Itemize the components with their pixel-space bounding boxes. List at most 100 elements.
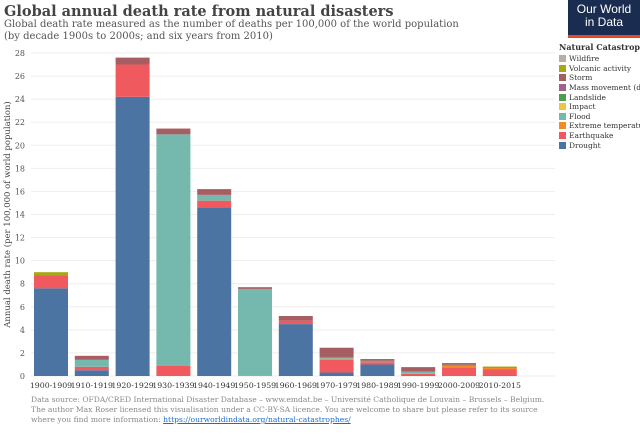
y-tick-label: 10 bbox=[15, 257, 25, 266]
bar-segment-earthquake[interactable] bbox=[482, 369, 517, 376]
bar-segment-drought[interactable] bbox=[401, 375, 436, 377]
bar-segment-landslide[interactable] bbox=[482, 367, 517, 368]
legend-label: Volcanic activity bbox=[569, 63, 632, 73]
bar-segment-storm[interactable] bbox=[401, 367, 436, 372]
legend-label: Mass movement (dry) bbox=[569, 83, 640, 93]
bar-segment-storm[interactable] bbox=[74, 355, 109, 360]
bar-segment-earthquake[interactable] bbox=[156, 365, 191, 376]
bar-segment-flood[interactable] bbox=[238, 288, 272, 376]
bar-segment-drought[interactable] bbox=[34, 288, 68, 376]
legend-item[interactable]: Flood bbox=[559, 112, 640, 122]
bar-segment-volcanic-activity[interactable] bbox=[482, 366, 517, 368]
y-tick-label: 14 bbox=[15, 211, 25, 220]
bar-segment-flood[interactable] bbox=[319, 357, 354, 359]
x-tick-label: 1990-1999 bbox=[397, 381, 439, 390]
footer: Data source: OFDA/CRED International Dis… bbox=[31, 395, 551, 425]
bar-segment-drought[interactable] bbox=[197, 207, 232, 376]
chart-subtitle: Global death rate measured as the number… bbox=[4, 19, 524, 43]
legend-item[interactable]: Drought bbox=[559, 140, 640, 150]
bar-segment-earthquake[interactable] bbox=[319, 359, 354, 373]
bar-segment-drought[interactable] bbox=[482, 375, 517, 377]
source-link[interactable]: https://ourworldindata.org/natural-catas… bbox=[163, 415, 351, 424]
y-tick-label: 12 bbox=[15, 234, 25, 243]
bar-segment-extreme-temperature[interactable] bbox=[482, 367, 517, 370]
chart-title: Global annual death rate from natural di… bbox=[4, 3, 394, 20]
bar-segment-drought[interactable] bbox=[278, 324, 313, 376]
bar-segment-flood[interactable] bbox=[156, 134, 191, 366]
y-tick-label: 16 bbox=[15, 187, 25, 196]
bar-segment-earthquake[interactable] bbox=[197, 200, 232, 208]
legend-item[interactable]: Mass movement (dry) bbox=[559, 83, 640, 93]
bar-segment-flood[interactable] bbox=[197, 194, 232, 201]
bar-segment-landslide[interactable] bbox=[360, 360, 395, 362]
bar-segment-drought[interactable] bbox=[74, 370, 109, 376]
legend-item[interactable]: Wildfire bbox=[559, 54, 640, 64]
bar-segment-earthquake[interactable] bbox=[74, 366, 109, 371]
legend-swatch bbox=[559, 132, 566, 140]
data-source: Data source: OFDA/CRED International Dis… bbox=[31, 395, 545, 404]
legend-label: Extreme temperature bbox=[569, 121, 640, 131]
legend-item[interactable]: Volcanic activity bbox=[559, 64, 640, 74]
logo-line-2: in Data bbox=[584, 15, 624, 29]
legend-swatch bbox=[559, 112, 566, 120]
y-tick-label: 8 bbox=[20, 280, 25, 289]
y-tick-label: 22 bbox=[15, 118, 25, 127]
bar-segment-earthquake[interactable] bbox=[115, 64, 150, 97]
x-tick-label: 1980-1989 bbox=[356, 381, 398, 390]
bar-segment-storm[interactable] bbox=[442, 363, 476, 365]
subtitle-line-1: Global death rate measured as the number… bbox=[4, 19, 459, 30]
x-tick-label: 1910-1919 bbox=[71, 381, 113, 390]
bar-segment-earthquake[interactable] bbox=[34, 275, 68, 289]
bar-segment-storm[interactable] bbox=[156, 128, 191, 135]
y-tick-label: 28 bbox=[15, 49, 25, 58]
bar-segment-drought[interactable] bbox=[115, 96, 150, 377]
bar-segment-flood[interactable] bbox=[401, 371, 436, 374]
bar-segment-storm[interactable] bbox=[115, 57, 150, 65]
y-tick-label: 4 bbox=[20, 326, 25, 335]
legend-swatch bbox=[559, 141, 566, 149]
y-tick-label: 2 bbox=[20, 349, 25, 358]
legend-label: Flood bbox=[569, 111, 591, 121]
bar-segment-landslide[interactable] bbox=[319, 356, 354, 358]
x-tick-label: 1930-1939 bbox=[152, 381, 194, 390]
bar-segment-extreme-temperature[interactable] bbox=[238, 375, 272, 377]
bar-segment-volcanic-activity[interactable] bbox=[34, 272, 68, 276]
bar-segment-landslide[interactable] bbox=[442, 364, 476, 366]
bar-segment-storm[interactable] bbox=[319, 347, 354, 357]
bar-segment-storm[interactable] bbox=[360, 359, 395, 361]
legend-item[interactable]: Extreme temperature bbox=[559, 121, 640, 131]
legend-label: Wildfire bbox=[569, 54, 600, 64]
bar-segment-earthquake[interactable] bbox=[442, 367, 476, 376]
bar-segment-extreme-temperature[interactable] bbox=[156, 365, 191, 366]
bar-segment-extreme-temperature[interactable] bbox=[401, 373, 436, 374]
bar-segment-flood[interactable] bbox=[360, 361, 395, 363]
bar-segment-extreme-temperature[interactable] bbox=[319, 358, 354, 360]
legend-item[interactable]: Storm bbox=[559, 73, 640, 83]
bar-segment-drought[interactable] bbox=[319, 372, 354, 376]
bar-segment-storm[interactable] bbox=[197, 189, 232, 195]
subtitle-line-2: (by decade 1900s to 2000s; and six years… bbox=[4, 31, 273, 42]
legend-item[interactable]: Landslide bbox=[559, 92, 640, 102]
legend-item[interactable]: Earthquake bbox=[559, 131, 640, 141]
bar-segment-flood[interactable] bbox=[74, 359, 109, 367]
legend-label: Storm bbox=[569, 73, 593, 83]
y-tick-label: 0 bbox=[20, 372, 25, 381]
legend-label: Earthquake bbox=[569, 131, 614, 141]
bar-segment-mass-movement-dry-[interactable] bbox=[34, 275, 68, 276]
bar-segment-drought[interactable] bbox=[360, 364, 395, 376]
legend-swatch bbox=[559, 93, 566, 101]
y-axis-label: Annual death rate (per 100,000 of world … bbox=[2, 101, 13, 328]
bar-segment-landslide[interactable] bbox=[401, 371, 436, 372]
x-tick-label: 2010-2015 bbox=[479, 381, 521, 390]
bar-segment-storm[interactable] bbox=[278, 316, 313, 321]
bar-segment-earthquake[interactable] bbox=[401, 373, 436, 376]
logo-line-1: Our World bbox=[576, 2, 632, 16]
bar-segment-earthquake[interactable] bbox=[278, 320, 313, 325]
legend-label: Drought bbox=[569, 140, 601, 150]
bar-segment-earthquake[interactable] bbox=[360, 362, 395, 365]
bar-segment-extreme-temperature[interactable] bbox=[442, 365, 476, 368]
owid-logo[interactable]: Our World in Data bbox=[568, 0, 640, 38]
bar-segment-storm[interactable] bbox=[238, 287, 272, 289]
legend-item[interactable]: Impact bbox=[559, 102, 640, 112]
